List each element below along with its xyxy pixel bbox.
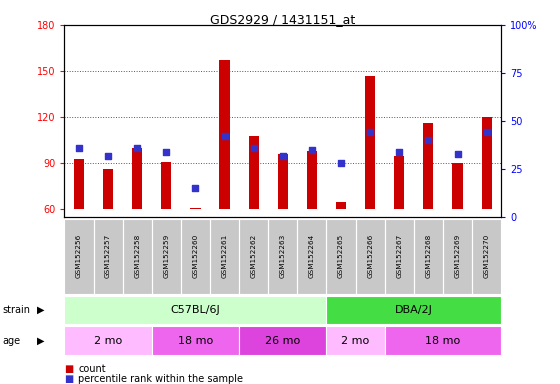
Point [424, 137, 433, 143]
Bar [307, 151, 317, 209]
Text: GDS2929 / 1431151_at: GDS2929 / 1431151_at [210, 13, 356, 26]
Text: ■: ■ [64, 364, 74, 374]
Point [74, 145, 83, 151]
Bar [365, 76, 375, 209]
Bar [132, 148, 142, 209]
Text: GSM152265: GSM152265 [338, 234, 344, 278]
Text: GSM152257: GSM152257 [105, 234, 111, 278]
Text: 2 mo: 2 mo [342, 336, 370, 346]
Point [191, 185, 200, 191]
Bar [452, 163, 463, 209]
Point [249, 145, 258, 151]
Bar [220, 60, 230, 209]
Point [307, 147, 316, 153]
Point [278, 152, 287, 159]
Point [162, 149, 171, 155]
Text: GSM152264: GSM152264 [309, 234, 315, 278]
Text: GSM152260: GSM152260 [193, 234, 198, 278]
Point [482, 129, 491, 136]
Point [366, 129, 375, 136]
Text: GSM152269: GSM152269 [455, 234, 460, 278]
Text: GSM152267: GSM152267 [396, 234, 402, 278]
Bar [74, 159, 84, 209]
Text: 2 mo: 2 mo [94, 336, 122, 346]
Point [220, 133, 229, 139]
Bar [336, 202, 346, 209]
Bar [482, 117, 492, 209]
Bar [423, 123, 433, 209]
Text: GSM152258: GSM152258 [134, 234, 140, 278]
Bar [161, 162, 171, 209]
Point [104, 152, 113, 159]
Point [133, 145, 142, 151]
Text: GSM152261: GSM152261 [222, 234, 227, 278]
Text: 18 mo: 18 mo [426, 336, 460, 346]
Text: 26 mo: 26 mo [265, 336, 300, 346]
Text: 18 mo: 18 mo [178, 336, 213, 346]
Bar [394, 156, 404, 209]
Text: count: count [78, 364, 106, 374]
Bar [103, 169, 113, 209]
Point [453, 151, 462, 157]
Text: GSM152270: GSM152270 [484, 234, 489, 278]
Point [395, 149, 404, 155]
Text: GSM152262: GSM152262 [251, 234, 256, 278]
Text: GSM152268: GSM152268 [426, 234, 431, 278]
Bar [278, 154, 288, 209]
Point [337, 160, 346, 166]
Bar [190, 208, 200, 209]
Text: ▶: ▶ [36, 336, 44, 346]
Text: ■: ■ [64, 374, 74, 384]
Text: strain: strain [3, 305, 31, 315]
Text: DBA/2J: DBA/2J [395, 305, 433, 315]
Text: age: age [3, 336, 21, 346]
Text: GSM152266: GSM152266 [367, 234, 373, 278]
Text: C57BL/6J: C57BL/6J [171, 305, 220, 315]
Text: GSM152256: GSM152256 [76, 234, 82, 278]
Bar [249, 136, 259, 209]
Text: GSM152263: GSM152263 [280, 234, 286, 278]
Text: ▶: ▶ [36, 305, 44, 315]
Text: GSM152259: GSM152259 [164, 234, 169, 278]
Text: percentile rank within the sample: percentile rank within the sample [78, 374, 244, 384]
